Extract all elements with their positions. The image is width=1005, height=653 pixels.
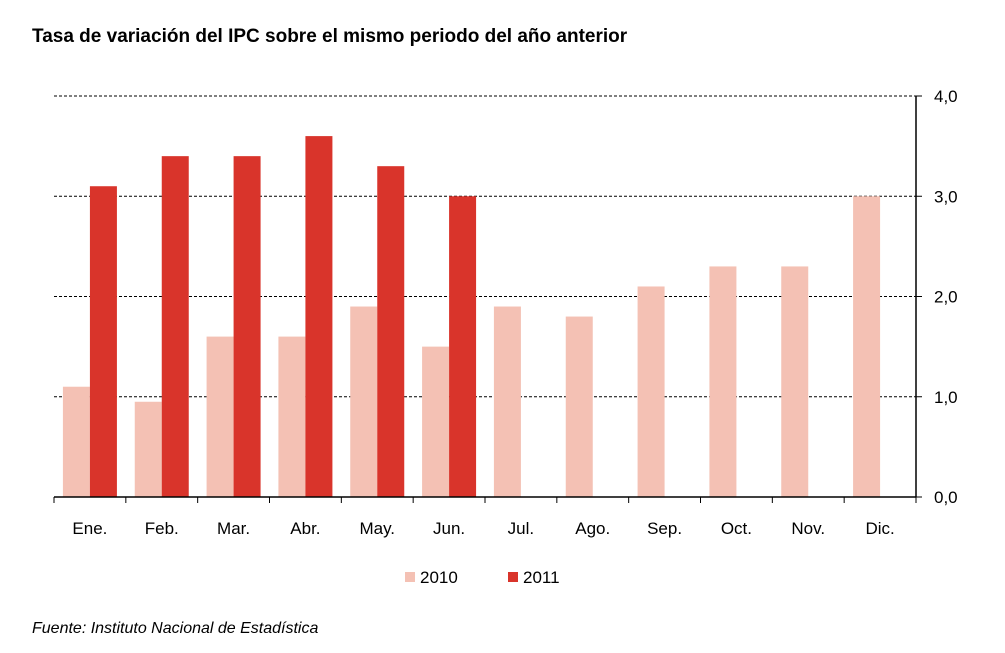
- y-tick-label: 1,0: [934, 388, 958, 407]
- x-tick-label: Ago.: [575, 519, 610, 538]
- bar-2010: [565, 316, 593, 497]
- x-tick-label: Feb.: [145, 519, 179, 538]
- bar-2010: [134, 401, 162, 497]
- legend-label-2011: 2011: [523, 568, 560, 587]
- x-tick-label: Abr.: [290, 519, 320, 538]
- x-tick-label: Nov.: [791, 519, 825, 538]
- bar-2010: [853, 196, 881, 497]
- x-tick-label: Jun.: [433, 519, 465, 538]
- source-note: Fuente: Instituto Nacional de Estadístic…: [32, 620, 319, 637]
- legend-swatch-2011: [508, 572, 518, 582]
- x-tick-label: Ene.: [72, 519, 107, 538]
- bar-2011: [89, 186, 117, 497]
- legend: 2010 2011: [405, 568, 560, 587]
- y-tick-label: 2,0: [934, 288, 958, 307]
- y-axis-labels: 0,0 1,0 2,0 3,0 4,0: [934, 87, 958, 507]
- x-tick-label: Mar.: [217, 519, 250, 538]
- bar-2011: [233, 156, 261, 497]
- bar-2010: [422, 346, 450, 497]
- legend-swatch-2010: [405, 572, 415, 582]
- y-tick-label: 0,0: [934, 488, 958, 507]
- y-tick-label: 4,0: [934, 87, 958, 106]
- bar-2011: [161, 156, 189, 497]
- bar-2010: [206, 336, 234, 497]
- x-tick-label: Oct.: [721, 519, 752, 538]
- bars: [62, 136, 881, 498]
- y-tick-label: 3,0: [934, 187, 958, 206]
- legend-label-2010: 2010: [420, 568, 458, 587]
- bar-2010: [637, 286, 665, 497]
- bar-2011: [305, 136, 333, 497]
- axes: [53, 96, 917, 503]
- bar-2011: [377, 166, 405, 498]
- x-tick-label: Jul.: [508, 519, 534, 538]
- bar-2011: [449, 196, 477, 497]
- bar-2010: [350, 306, 378, 497]
- bar-2010: [278, 336, 306, 497]
- grid-lines: [54, 95, 922, 498]
- x-tick-label: Sep.: [647, 519, 682, 538]
- bar-2010: [781, 266, 809, 497]
- x-tick-label: May.: [359, 519, 395, 538]
- chart-title: Tasa de variación del IPC sobre el mismo…: [32, 26, 628, 47]
- x-tick-label: Dic.: [865, 519, 894, 538]
- bar-2010: [62, 386, 90, 497]
- bar-2010: [493, 306, 521, 497]
- x-axis-labels: Ene. Feb. Mar. Abr. May. Jun. Jul. Ago. Sep. Oct.…: [72, 519, 894, 538]
- bar-2010: [709, 266, 737, 497]
